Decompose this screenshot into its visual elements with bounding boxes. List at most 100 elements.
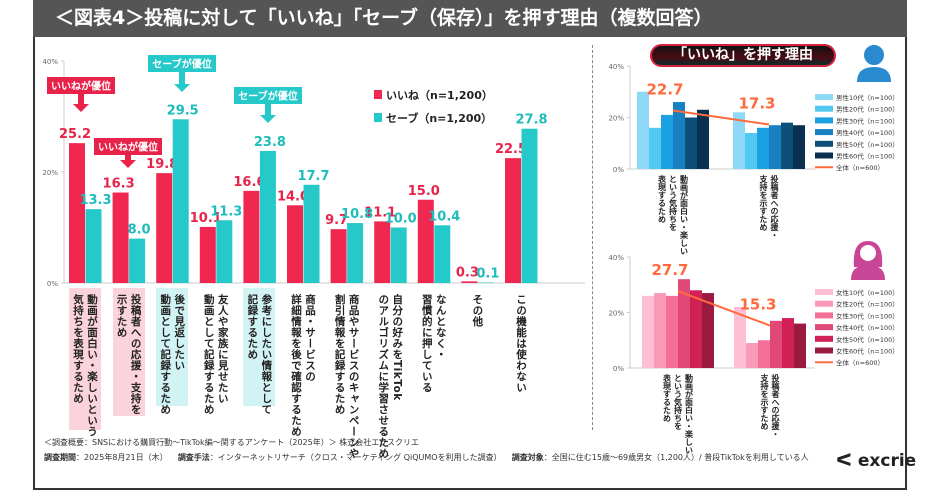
legend-label: 男性40代（n=100） [836, 128, 899, 137]
bar-save [521, 128, 538, 283]
legend-swatch [815, 289, 833, 295]
total-value-label: 17.3 [738, 94, 775, 112]
category-label-line: という気持ちを [673, 374, 683, 430]
category-label-line: 参考にしたい情報として [260, 294, 273, 415]
data-label: 0.3 [456, 265, 479, 280]
callout-text: セーブが優位 [238, 90, 297, 103]
category-label-line: 動画が面白い・楽しい [679, 175, 689, 255]
footer-details: 調査期間：2025年8月21日（木） 調査手法：インターネットリサーチ（クロス・… [44, 452, 809, 463]
legend-label: セーブ（n=1,200） [386, 111, 492, 125]
legend-label: 女性20代（n=100） [836, 300, 899, 309]
bar-男性10代（n=100） [637, 91, 649, 169]
bar-save [216, 220, 233, 283]
target-label: 調査対象 [511, 453, 544, 462]
bar-女性30代（n=100） [666, 295, 678, 368]
category-label: 動画が面白い・楽しいという気持ちを表現するため [657, 175, 690, 255]
category-label: 投稿者への応援・支持を示すため [112, 288, 145, 416]
legend-label: 男性50代（n=100） [836, 140, 899, 149]
data-label: 11.3 [210, 204, 242, 219]
legend-label: 女性40代（n=100） [836, 323, 899, 332]
category-label-line: 支持を示すため [759, 175, 768, 231]
legend-swatch [815, 312, 833, 319]
bar-save [434, 225, 451, 283]
legend-swatch [815, 140, 833, 147]
y-tick-label: 40% [608, 63, 624, 71]
data-label: 8.0 [128, 223, 151, 238]
footer-survey-summary: ＜調査概要：SNSにおける購買行動～TikTok編～関するアンケート（2025年… [44, 438, 420, 447]
bar-女性60代（n=100） [702, 293, 714, 368]
bar-女性10代（n=100） [642, 295, 654, 368]
callout-arrow-icon [260, 104, 276, 123]
bar-save [129, 238, 146, 283]
legend-swatch [374, 90, 382, 99]
category-label-line: なんとなく・ [434, 294, 447, 360]
category-label: 参考にしたい情報として 記録するため [243, 288, 276, 415]
callout-box [94, 138, 162, 155]
callout-text: セーブが優位 [152, 58, 211, 71]
legend-label: 男性10代（n=100） [836, 93, 899, 102]
target-value: ：全国に住む15歳～69歳男女（1,200人）/ 普段TikTokを利用している… [543, 453, 809, 462]
bar-like [461, 281, 478, 283]
bar-男性50代（n=100） [781, 122, 793, 169]
callout-arrow-icon [120, 155, 136, 168]
y-tick-label: 0% [613, 365, 624, 373]
category-label-line: 友人や家族に見せたい [216, 294, 229, 404]
legend-label: 女性50代（n=100） [836, 335, 899, 344]
category-label-line: 投稿者への応援・ [771, 374, 780, 438]
category-label: 自分の好みをTikTok のアルゴリズムに学習させるため [374, 288, 406, 465]
category-label-line: 支持を示すため [760, 374, 769, 430]
category-label: 後で見返したい 動画として記録するため [156, 288, 189, 415]
callout-box [47, 77, 115, 94]
category-label-line: 気持ちを表現するため [72, 294, 84, 404]
total-line [672, 109, 770, 126]
total-value-label: 27.7 [651, 261, 688, 279]
legend-label: 女性10代（n=100） [836, 288, 899, 297]
bar-男性30代（n=100） [757, 127, 769, 169]
total-value-label: 22.7 [646, 81, 683, 99]
bar-男性20代（n=100） [745, 132, 757, 169]
y-tick-label: 20% [608, 115, 624, 123]
panel-divider [592, 45, 593, 430]
data-label: 13.3 [79, 193, 111, 208]
legend-label: いいね（n=1,200） [386, 89, 493, 102]
category-label-line: 後で見返したい [173, 294, 186, 371]
legend-label: 男性20代（n=100） [836, 105, 899, 114]
data-label: 9.7 [325, 213, 348, 228]
legend-label: 男性30代（n=100） [836, 116, 899, 125]
male-person-icon [857, 45, 891, 82]
bar-男性20代（n=100） [649, 127, 661, 169]
category-label: 動画が面白い・楽しいという気持ちを表現するため [69, 288, 101, 437]
legend-swatch [815, 347, 833, 354]
data-label: 19.8 [146, 157, 178, 172]
legend-swatch [815, 105, 833, 112]
bar-女性60代（n=100） [794, 323, 806, 368]
data-label: 17.7 [297, 169, 329, 184]
bar-女性20代（n=100） [746, 343, 758, 368]
data-label: 11.1 [364, 205, 396, 220]
callout-text: いいねが優位 [98, 141, 158, 154]
callout-arrow-icon [73, 94, 89, 112]
data-label: 10.4 [428, 209, 460, 224]
category-label: 動画が面白い・楽しいという気持ちを表現するため [662, 374, 695, 454]
category-label-line: のアルゴリズムに学習させるため [377, 294, 390, 459]
bar-女性40代（n=100） [678, 279, 690, 368]
category-label-line: 動画が面白い・楽しいという [86, 294, 98, 437]
category-label-line: 習慣的に押している [420, 294, 433, 393]
category-label-line: 商品・サービスの [304, 294, 316, 382]
right-panel-title: 「いいね」を押す理由 [650, 44, 836, 67]
excrie-logo: ᐸ excrie [836, 450, 916, 471]
category-label-line: という気持ちを [668, 175, 678, 231]
data-label: 10.1 [190, 211, 222, 226]
callout-box [148, 55, 216, 72]
category-label-line: 割引情報を記録するため [333, 294, 346, 415]
bar-like [243, 190, 260, 283]
bar-女性30代（n=100） [758, 340, 770, 368]
bar-like [199, 226, 216, 283]
category-label: 投稿者への応援・支持を示すため [758, 175, 780, 239]
data-label: 14.0 [277, 189, 309, 204]
period-label: 調査期間 [44, 453, 76, 462]
category-label-line: 動画として記録するため [159, 294, 172, 415]
data-label: 15.0 [408, 184, 440, 199]
category-label: この機能は使わない [512, 288, 530, 399]
